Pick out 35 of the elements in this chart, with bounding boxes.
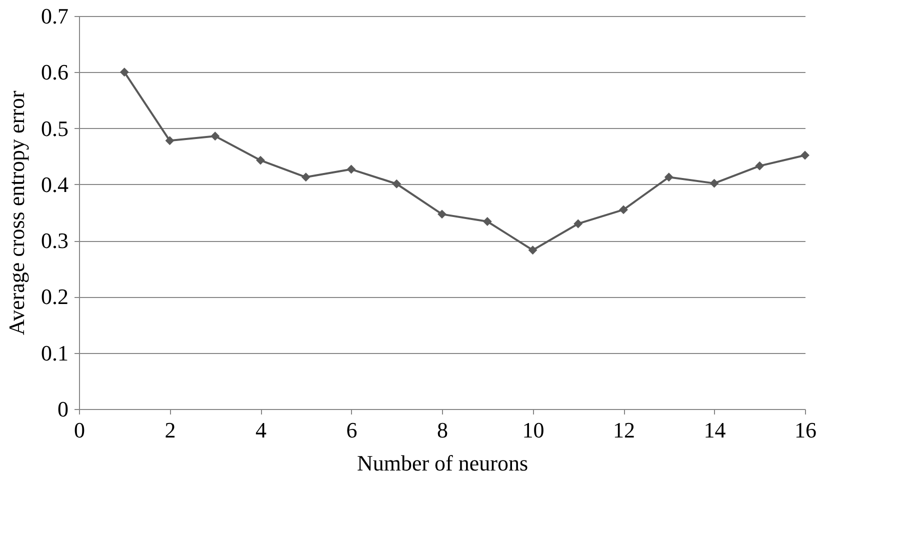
- point: [438, 210, 446, 219]
- y-tick-label: 0.7: [41, 4, 68, 28]
- x-tick-label: 0: [74, 418, 85, 442]
- point: [392, 179, 402, 188]
- point: [482, 217, 492, 226]
- point: [664, 172, 674, 182]
- point: [165, 136, 174, 146]
- point: [346, 164, 356, 174]
- x-axis-title: Number of neurons: [356, 450, 528, 476]
- x-tick-label: 16: [794, 418, 816, 442]
- y-tick-label: 0: [58, 396, 68, 422]
- y-tick-label: 0.1: [41, 340, 68, 366]
- y-tick-label: 0.6: [41, 60, 68, 85]
- point: [301, 172, 310, 182]
- y-tick-label: 0.5: [41, 116, 68, 141]
- x-tick-label: 8: [437, 418, 448, 442]
- x-tick-label: 2: [164, 418, 176, 442]
- x-tick-label: 6: [346, 418, 358, 442]
- point: [619, 205, 628, 214]
- point: [120, 68, 129, 77]
- point: [755, 161, 764, 170]
- y-tick-label: 0.4: [41, 172, 68, 197]
- point: [574, 219, 583, 228]
- point: [210, 132, 220, 141]
- x-tick-label: 10: [522, 418, 544, 442]
- y-tick-label: 0.3: [41, 228, 68, 254]
- y-axis-title: Average cross entropy error: [4, 90, 29, 336]
- y-tick-label: 0.2: [41, 284, 68, 310]
- point: [256, 156, 265, 165]
- x-tick-label: 12: [613, 418, 635, 442]
- point: [528, 246, 538, 255]
- x-tick-label: 14: [704, 418, 726, 442]
- point: [710, 178, 719, 188]
- x-tick-label: 4: [256, 418, 266, 442]
- point: [800, 150, 810, 160]
